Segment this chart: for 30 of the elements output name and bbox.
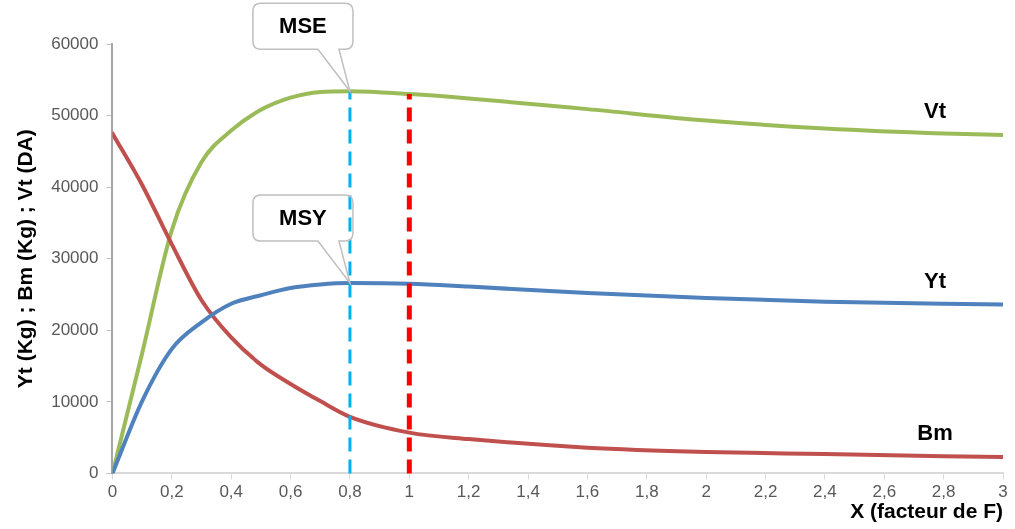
x-tick-label: 2,6	[872, 482, 897, 502]
x-tick-label: 1,2	[456, 482, 481, 502]
x-tick-label: 2,8	[931, 482, 956, 502]
x-tick-label: 2	[701, 482, 711, 502]
x-tick-label: 3	[998, 482, 1008, 502]
x-tick-label: 1,4	[516, 482, 540, 502]
x-tick-label: 0,6	[278, 482, 303, 502]
x-tick-label: 0,8	[338, 482, 362, 502]
x-tick-label: 1,8	[634, 482, 659, 502]
y-tick-label: 30000	[51, 248, 99, 268]
y-tick-label: 0	[89, 463, 99, 483]
series-label: Bm	[917, 420, 953, 445]
x-tick-label: 0,4	[219, 482, 244, 502]
annotation: MSY	[279, 205, 328, 231]
annotation: MSE	[279, 13, 327, 39]
series-label: Vt	[924, 97, 947, 123]
y-tick-label: 10000	[51, 391, 99, 411]
x-tick-label: 2,2	[753, 482, 778, 502]
y-tick-label: 50000	[51, 105, 99, 125]
x-tick-label: 0	[107, 482, 118, 502]
y-tick-label: 40000	[51, 176, 99, 196]
y-tick-label: 20000	[51, 319, 99, 339]
x-tick-label: 2,4	[813, 482, 837, 502]
y-axis-title: Yt (Kg) ; Bm (Kg) ; Vt (DA)	[13, 129, 37, 389]
x-tick-label: 1,6	[575, 482, 600, 502]
x-tick-label: 0,2	[160, 482, 184, 502]
x-axis-title: X (facteur de F)	[850, 499, 1003, 523]
series-label: Yt	[924, 267, 947, 293]
x-tick-label: 1	[404, 482, 415, 502]
y-tick-label: 60000	[51, 33, 99, 53]
